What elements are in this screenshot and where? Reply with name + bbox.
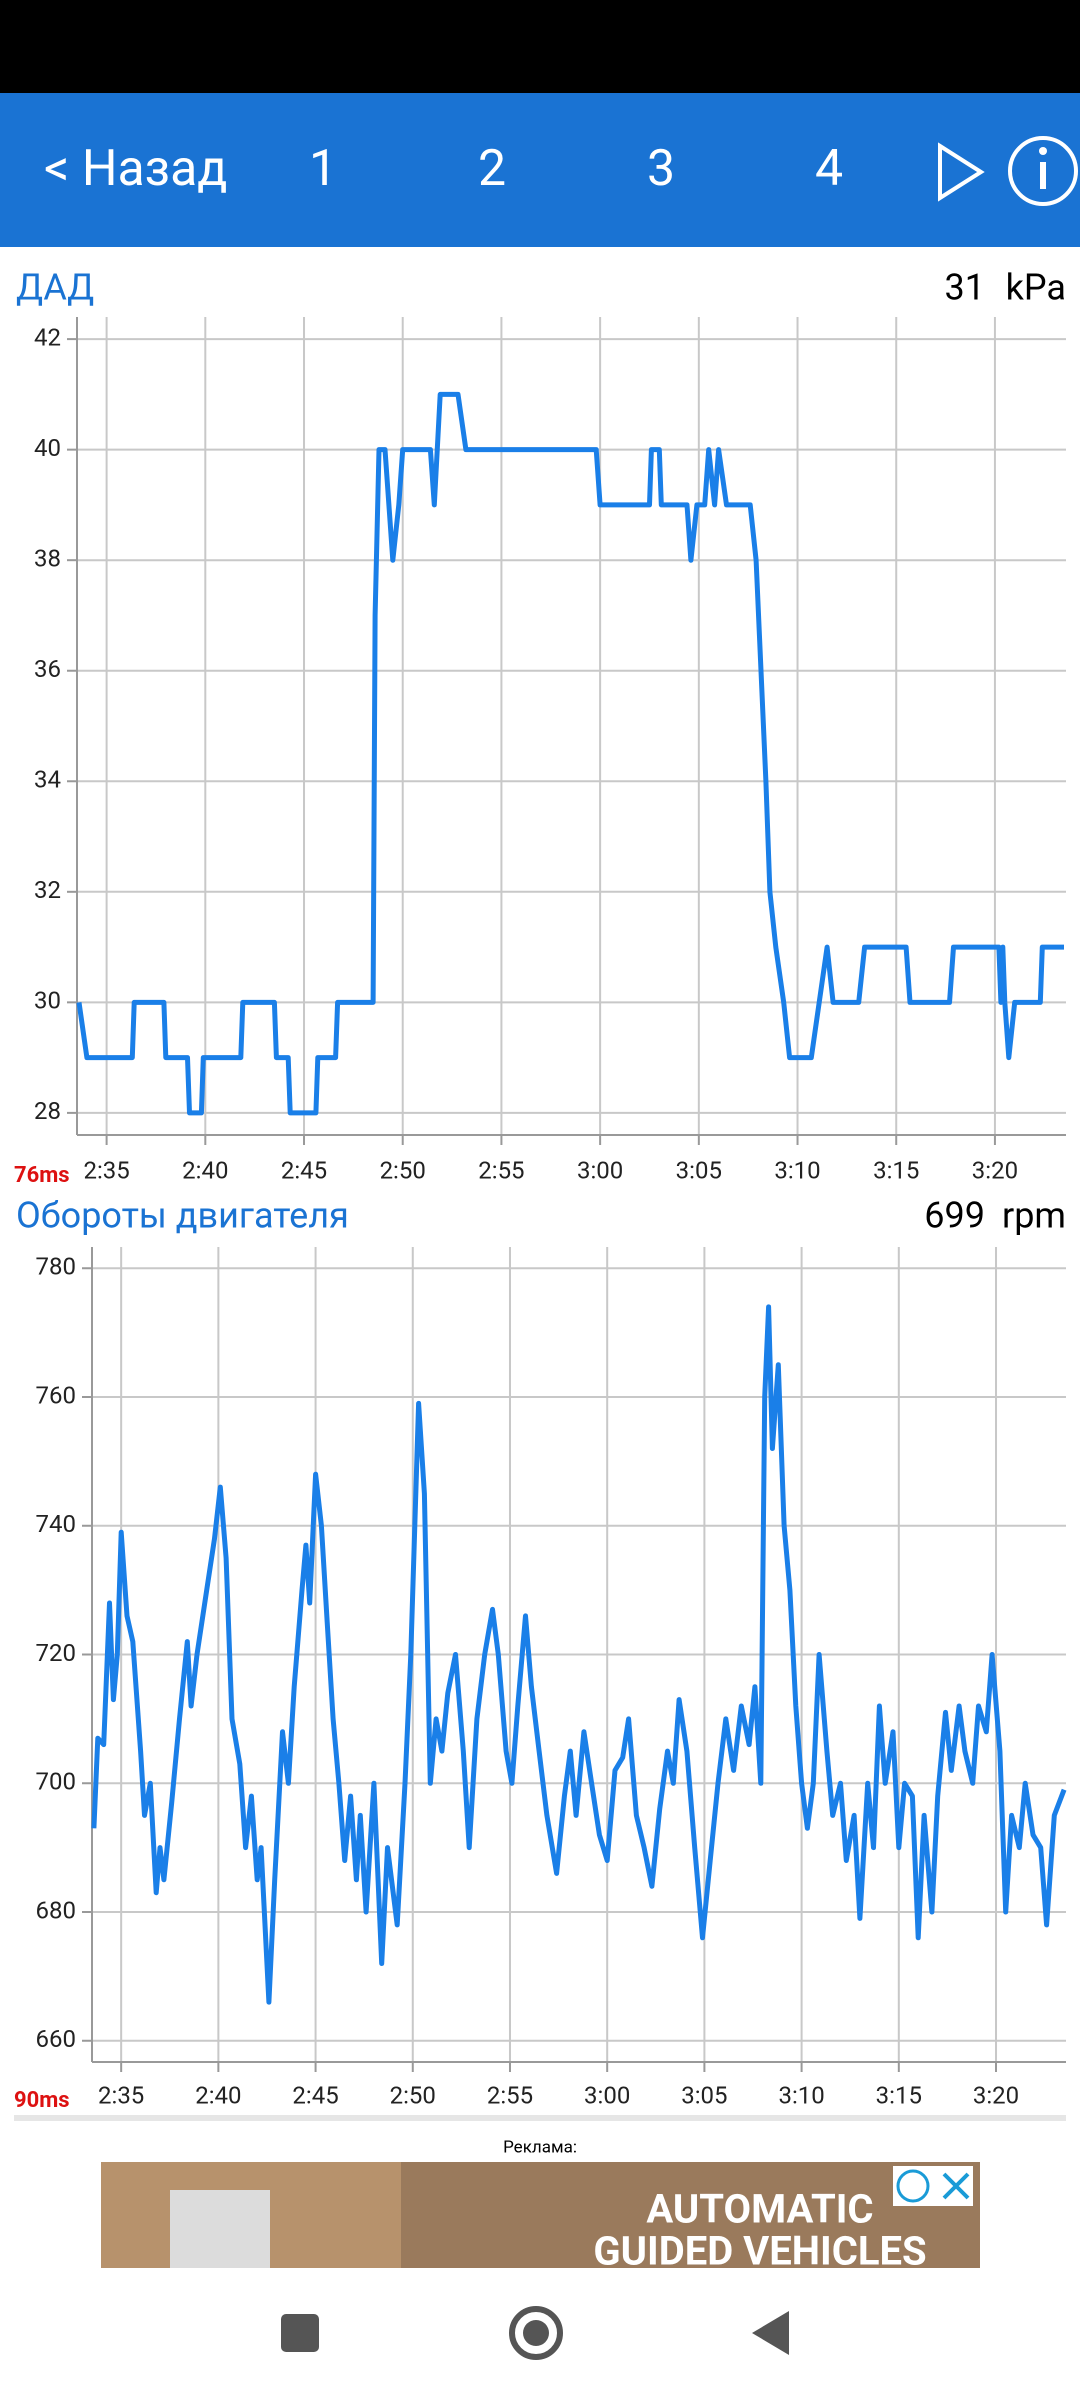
y-tick-label: 760 bbox=[36, 1381, 76, 1409]
y-tick-label: 28 bbox=[34, 1097, 61, 1125]
data-line bbox=[76, 391, 1064, 1116]
x-tick-label: 3:10 bbox=[778, 2081, 824, 2109]
current-value: 31 bbox=[945, 267, 985, 309]
x-tick-label: 2:55 bbox=[487, 2081, 533, 2109]
tab[interactable]: 1 bbox=[309, 140, 337, 198]
ad-close[interactable] bbox=[942, 2172, 970, 2200]
y-tick-label: 40 bbox=[34, 434, 61, 462]
charts: ДАД kPa 31 28 30 32 34 36 38 40 42 2:35 2:40 2:45 2:50… bbox=[14, 264, 1067, 2113]
chart-title: Обороты двигателя bbox=[16, 1195, 349, 1237]
y-tick-label: 30 bbox=[34, 987, 61, 1015]
play-button[interactable] bbox=[938, 142, 985, 202]
info-circle bbox=[1008, 136, 1078, 206]
x-tick-label: 2:55 bbox=[478, 1156, 524, 1184]
ad-label: Реклама: bbox=[503, 2137, 577, 2157]
y-tick-label: 36 bbox=[34, 655, 61, 683]
x-tick-label: 3:00 bbox=[584, 2081, 630, 2109]
x-tick-label: 2:45 bbox=[292, 2081, 338, 2109]
x-tick-label: 2:35 bbox=[98, 2081, 144, 2109]
x-tick-label: 2:45 bbox=[281, 1156, 327, 1184]
home-button[interactable] bbox=[509, 2306, 563, 2360]
home-button-dot bbox=[523, 2320, 549, 2346]
separator bbox=[14, 2115, 1066, 2121]
chart-title-bg bbox=[14, 1192, 1066, 1244]
y-tick-label: 780 bbox=[36, 1253, 76, 1281]
back-nav-button[interactable] bbox=[752, 2311, 789, 2355]
app-bar bbox=[0, 93, 1080, 247]
y-tick-label: 32 bbox=[34, 876, 61, 904]
status-bar bbox=[0, 0, 1080, 93]
ad-headline: GUIDED VEHICLES bbox=[593, 2228, 926, 2275]
y-tick-label: 700 bbox=[36, 1768, 76, 1796]
x-tick-label: 2:50 bbox=[390, 2081, 436, 2109]
y-tick-label: 38 bbox=[34, 545, 61, 573]
tab[interactable]: 2 bbox=[478, 140, 506, 198]
y-tick-label: 740 bbox=[36, 1510, 76, 1538]
info-dot bbox=[1039, 147, 1047, 155]
data-line bbox=[91, 1304, 1067, 2005]
x-tick-label: 3:15 bbox=[873, 1156, 919, 1184]
latency: 90ms bbox=[14, 2088, 70, 2113]
info-button[interactable] bbox=[1008, 136, 1078, 206]
y-tick-label: 42 bbox=[34, 323, 61, 351]
current-value: 699 bbox=[924, 1195, 985, 1237]
tab[interactable]: 4 bbox=[815, 140, 843, 198]
x-tick-label: 3:00 bbox=[577, 1156, 623, 1184]
y-tick-label: 660 bbox=[36, 2025, 76, 2053]
x-tick-label: 3:20 bbox=[972, 1156, 1018, 1184]
y-tick-label: 34 bbox=[34, 766, 61, 794]
x-tick-label: 3:15 bbox=[876, 2081, 922, 2109]
x-tick-label: 2:40 bbox=[195, 2081, 241, 2109]
y-tick-label: 680 bbox=[36, 1896, 76, 1924]
latency: 76ms bbox=[14, 1163, 70, 1188]
y-tick-label: 720 bbox=[36, 1639, 76, 1667]
tab[interactable]: 3 bbox=[647, 140, 675, 198]
x-tick-label: 2:40 bbox=[182, 1156, 228, 1184]
x-tick-label: 3:10 bbox=[774, 1156, 820, 1184]
x-tick-label: 2:35 bbox=[83, 1156, 129, 1184]
ad-headline: AUTOMATIC bbox=[646, 2186, 873, 2233]
x-tick-label: 2:50 bbox=[380, 1156, 426, 1184]
back-button[interactable]: < Назад bbox=[44, 140, 227, 198]
ad-image-part bbox=[170, 2190, 270, 2268]
info-stem bbox=[1040, 162, 1046, 189]
chart-title-bg bbox=[14, 264, 1066, 316]
ad-banner[interactable]: AUTOMATIC GUIDED VEHICLES bbox=[101, 2162, 980, 2275]
current-unit: rpm bbox=[1002, 1195, 1066, 1237]
x-tick-label: 3:05 bbox=[676, 1156, 722, 1184]
chart-title: ДАД bbox=[16, 267, 94, 309]
x-tick-label: 3:20 bbox=[973, 2081, 1019, 2109]
current-unit: kPa bbox=[1006, 267, 1066, 309]
ad-info[interactable] bbox=[896, 2169, 930, 2203]
x-tick-label: 3:05 bbox=[681, 2081, 727, 2109]
recents-button[interactable] bbox=[281, 2314, 319, 2352]
